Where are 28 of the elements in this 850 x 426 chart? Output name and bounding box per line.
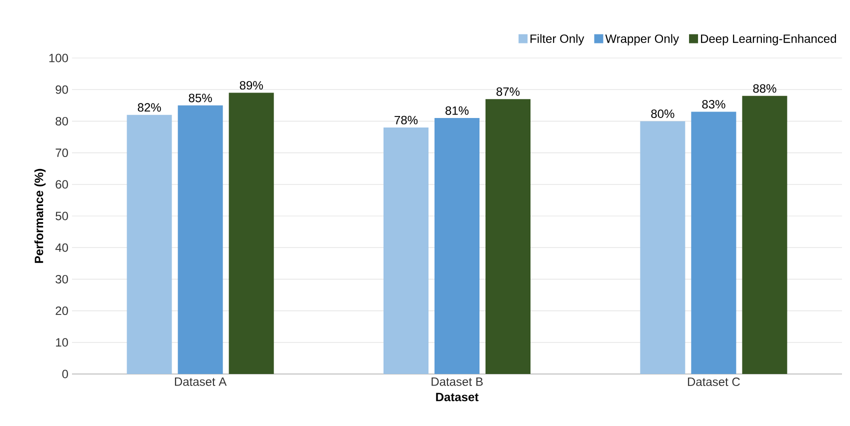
data-label: 78%	[394, 116, 418, 124]
y-tick-label: 40	[55, 243, 68, 252]
y-tick-label: 20	[56, 306, 68, 316]
data-label: 81%	[446, 106, 469, 115]
x-tick-label: Dataset B	[432, 378, 483, 386]
data-label: 87%	[496, 87, 520, 96]
y-tick-label: 70	[56, 148, 68, 158]
data-label: 80%	[651, 110, 674, 118]
y-tick-label: 50	[56, 212, 68, 220]
y-tick-label: 80	[56, 116, 68, 126]
data-label: 88%	[753, 84, 776, 93]
y-tick-label: 100	[49, 54, 68, 62]
x-tick-label: Dataset C	[688, 378, 740, 386]
legend-label: Filter Only	[530, 34, 584, 46]
x-axis-title: Dataset	[436, 392, 479, 402]
y-tick-label: 30	[56, 274, 68, 284]
legend-label: Wrapper Only	[605, 34, 679, 46]
data-label: 85%	[188, 94, 212, 102]
data-label: 82%	[138, 103, 161, 112]
y-tick-label: 90	[56, 85, 68, 94]
data-label: 83%	[702, 100, 726, 109]
x-tick-label: Dataset A	[174, 378, 227, 386]
y-tick-label: 0	[62, 370, 68, 378]
y-axis-title: Performance (%)	[34, 168, 46, 263]
y-tick-label: 60	[56, 180, 68, 189]
y-tick-label: 10	[56, 338, 68, 347]
legend-label: Deep Learning-Enhanced	[701, 34, 836, 46]
data-label: 89%	[240, 81, 263, 90]
